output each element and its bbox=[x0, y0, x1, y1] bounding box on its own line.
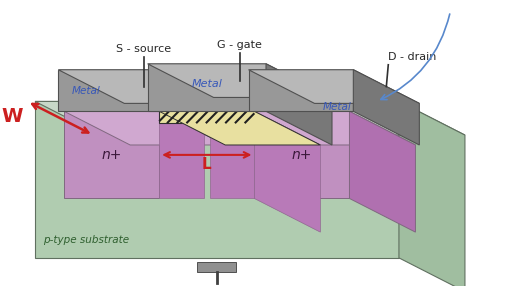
Polygon shape bbox=[35, 101, 464, 135]
Bar bbox=[159, 111, 254, 123]
Polygon shape bbox=[58, 70, 229, 103]
Text: S - source: S - source bbox=[116, 44, 171, 54]
Polygon shape bbox=[209, 111, 254, 199]
Polygon shape bbox=[266, 64, 331, 145]
Polygon shape bbox=[254, 111, 320, 232]
Polygon shape bbox=[349, 111, 415, 232]
Text: n+: n+ bbox=[291, 148, 312, 162]
Text: Metal: Metal bbox=[322, 102, 350, 112]
Polygon shape bbox=[353, 70, 418, 145]
Polygon shape bbox=[248, 70, 353, 111]
Text: D - drain: D - drain bbox=[387, 52, 436, 62]
Polygon shape bbox=[64, 111, 159, 199]
Polygon shape bbox=[35, 101, 398, 258]
Text: n+: n+ bbox=[101, 148, 122, 162]
Text: L: L bbox=[202, 157, 211, 172]
Polygon shape bbox=[64, 111, 225, 145]
Text: G - gate: G - gate bbox=[217, 40, 262, 50]
Text: p-type substrate: p-type substrate bbox=[43, 235, 129, 245]
Polygon shape bbox=[248, 70, 418, 103]
Polygon shape bbox=[254, 111, 349, 199]
Polygon shape bbox=[398, 101, 464, 287]
Polygon shape bbox=[159, 111, 204, 199]
Text: Metal: Metal bbox=[191, 79, 222, 89]
Text: Metal: Metal bbox=[72, 86, 100, 96]
Polygon shape bbox=[159, 111, 269, 145]
Polygon shape bbox=[209, 111, 320, 145]
Polygon shape bbox=[254, 111, 415, 145]
Text: W: W bbox=[1, 107, 22, 126]
Polygon shape bbox=[58, 70, 163, 111]
Polygon shape bbox=[159, 111, 320, 145]
Polygon shape bbox=[147, 64, 331, 98]
Bar bbox=[196, 262, 236, 272]
Polygon shape bbox=[147, 64, 266, 111]
